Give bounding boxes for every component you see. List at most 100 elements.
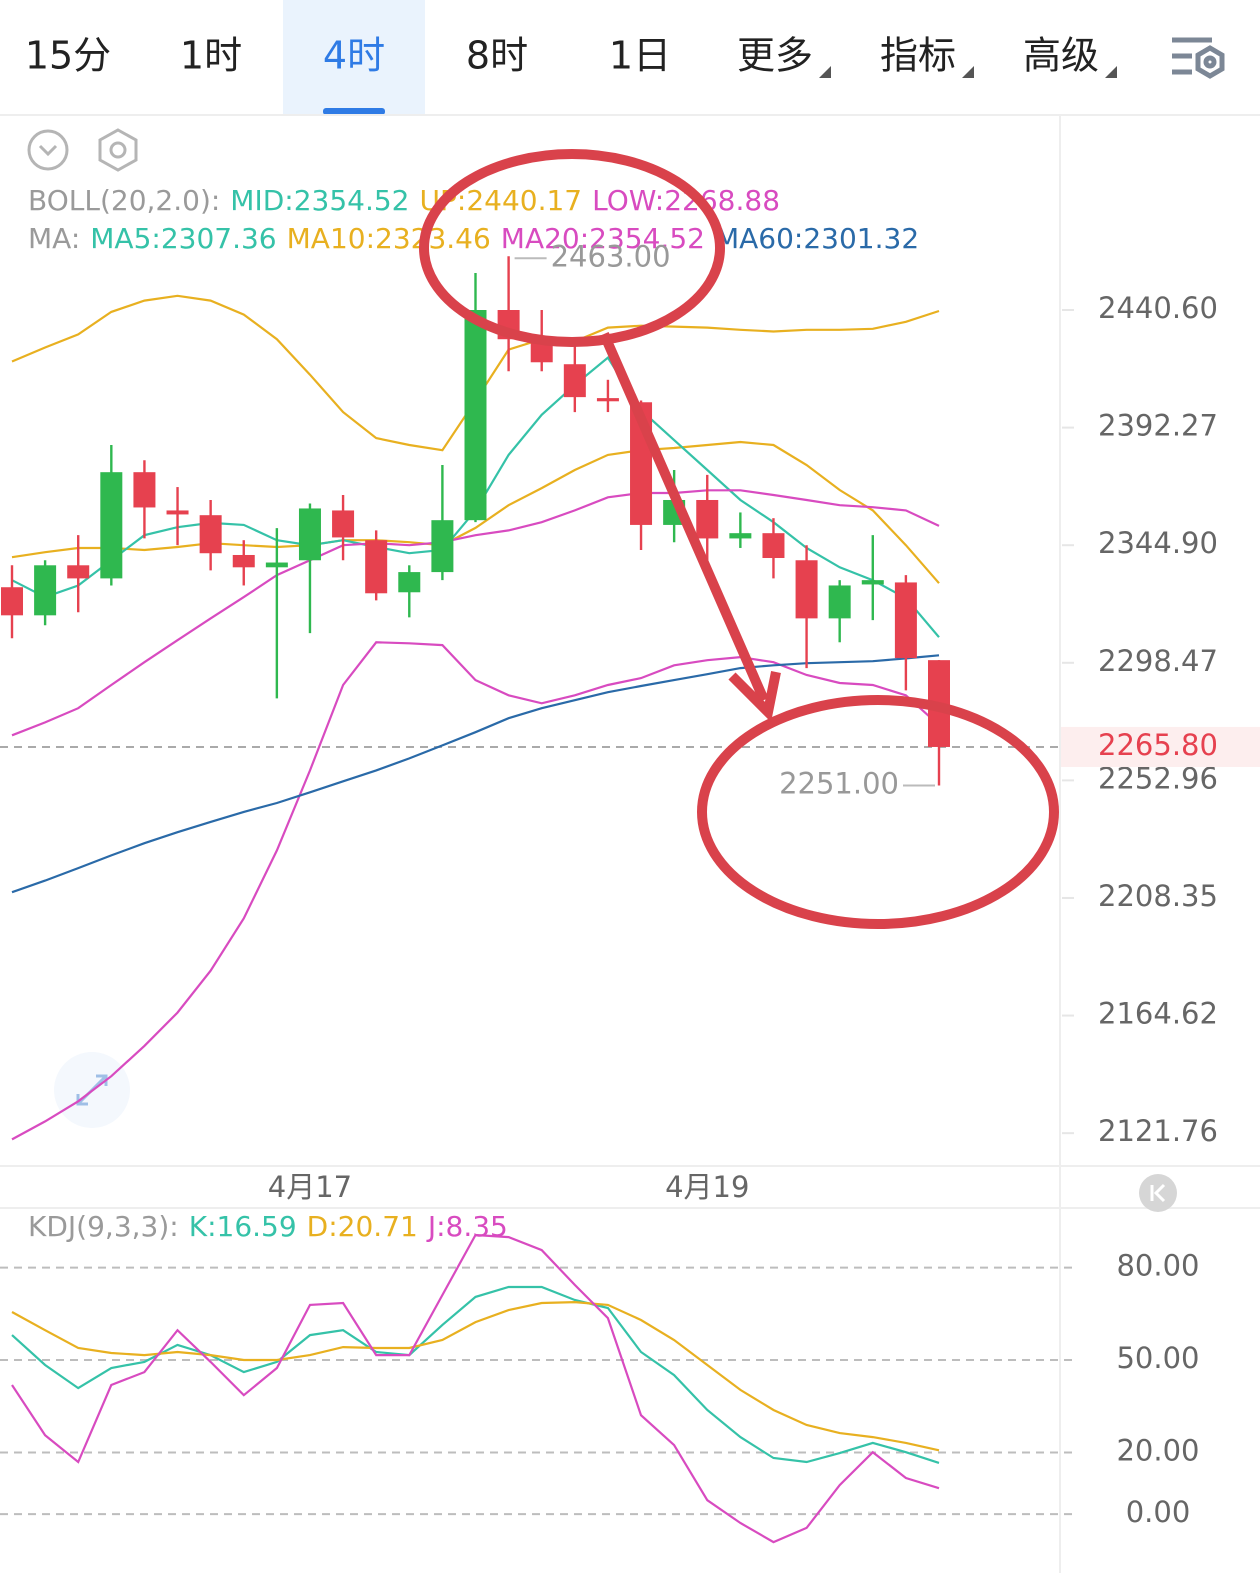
indicator-line bbox=[11, 489, 940, 737]
arrow-shaft bbox=[599, 331, 769, 703]
tab-label: 4时 bbox=[323, 34, 385, 78]
candle-body bbox=[828, 585, 851, 619]
legend-item: D:20.71 bbox=[307, 1210, 418, 1243]
y-tick-label: 2208.35 bbox=[1098, 879, 1218, 913]
tab-label: 1时 bbox=[180, 34, 242, 78]
icon-chevron bbox=[38, 144, 58, 157]
icon-circle bbox=[27, 129, 69, 171]
collapse-icon[interactable] bbox=[27, 129, 69, 171]
indicator-line bbox=[11, 1285, 940, 1464]
legend-item: MA: bbox=[28, 222, 80, 255]
candle-body bbox=[100, 472, 123, 579]
candle-body bbox=[894, 582, 917, 659]
candle-body bbox=[133, 472, 156, 508]
candle-body bbox=[166, 510, 189, 515]
low-label: 2251.00 bbox=[779, 766, 899, 800]
candle-body bbox=[265, 562, 288, 568]
candle-body bbox=[464, 310, 487, 521]
icon-hex bbox=[98, 128, 138, 172]
legend-item: MA60:2301.32 bbox=[715, 222, 919, 255]
icon-dot bbox=[1203, 55, 1217, 69]
legend-item: MA10:2323.46 bbox=[287, 222, 491, 255]
settings-icon[interactable] bbox=[1172, 37, 1225, 79]
tab-label: 更多 bbox=[737, 34, 813, 78]
legend-item: MA20:2354.52 bbox=[501, 222, 705, 255]
y-tick-label: 2252.96 bbox=[1098, 761, 1218, 795]
candle-body bbox=[298, 508, 321, 561]
y-tick-label: 2164.62 bbox=[1098, 997, 1218, 1031]
candle-body bbox=[563, 364, 586, 398]
candle-body bbox=[596, 398, 619, 402]
circle-annotation bbox=[697, 695, 1059, 929]
candle-body bbox=[67, 565, 90, 579]
legend-item: K:16.59 bbox=[189, 1210, 297, 1243]
y-tick-label: 2392.27 bbox=[1098, 409, 1218, 443]
tab-label: 8时 bbox=[466, 34, 528, 78]
legend-item: MA5:2307.36 bbox=[90, 222, 276, 255]
legend-item: MID:2354.52 bbox=[230, 184, 409, 217]
price-panel: BOLL(20,2.0): MID:2354.52 UP:2440.17 LOW:22… bbox=[0, 184, 1260, 1204]
indicator-line bbox=[11, 1233, 940, 1544]
indicator-legend: BOLL(20,2.0): MID:2354.52 UP:2440.17 LOW:22… bbox=[28, 184, 780, 217]
tab-label: 1日 bbox=[609, 34, 671, 78]
tab[interactable]: 1时 bbox=[180, 34, 242, 78]
candle-body bbox=[199, 515, 222, 554]
arrow-head bbox=[728, 671, 781, 723]
indicator-line bbox=[11, 641, 940, 1141]
tab-underline bbox=[323, 108, 385, 115]
x-tick-label: 4月17 bbox=[268, 1170, 352, 1204]
last-price-bg bbox=[1061, 726, 1260, 767]
candle-body bbox=[365, 540, 388, 594]
tab-highlight bbox=[283, 0, 425, 115]
hand-annotations bbox=[419, 149, 1059, 929]
high-label: 2463.00 bbox=[551, 239, 671, 273]
x-tick-label: 4月19 bbox=[665, 1170, 749, 1204]
candle-body bbox=[398, 572, 421, 593]
y-tick-label: 0.00 bbox=[1126, 1495, 1191, 1529]
tab[interactable]: 8时 bbox=[466, 34, 528, 78]
y-tick-label: 2298.47 bbox=[1098, 644, 1218, 678]
candle-body bbox=[861, 580, 884, 585]
y-tick-label: 2440.60 bbox=[1098, 291, 1218, 325]
dropdown-triangle bbox=[962, 66, 974, 78]
candle-body bbox=[729, 533, 752, 539]
indicator-legend: KDJ(9,3,3): K:16.59 D:20.71 J:8.35 bbox=[28, 1210, 508, 1243]
candle-body bbox=[696, 499, 719, 539]
candle-body bbox=[762, 533, 785, 559]
candle-body bbox=[34, 565, 57, 616]
tab-bar: 15分 1时 4时 8时 1日 更多 指标 高级 bbox=[25, 0, 1117, 115]
icon-hex bbox=[1195, 45, 1225, 79]
tab[interactable]: 高级 bbox=[1023, 34, 1117, 79]
indicator-settings-icon[interactable] bbox=[98, 128, 138, 172]
tab-label: 15分 bbox=[25, 34, 111, 78]
tab-label: 指标 bbox=[880, 34, 956, 78]
scroll-end-button[interactable] bbox=[1139, 1174, 1177, 1212]
tab[interactable]: 1日 bbox=[609, 34, 671, 78]
y-tick-label: 2344.90 bbox=[1098, 526, 1218, 560]
circle-annotation bbox=[419, 149, 725, 347]
candle-body bbox=[795, 560, 818, 619]
legend-item: J:8.35 bbox=[426, 1210, 508, 1243]
indicator-line bbox=[11, 440, 940, 584]
tab[interactable]: 更多 bbox=[737, 34, 831, 79]
legend-item: BOLL(20,2.0): bbox=[28, 184, 220, 217]
indicator-line bbox=[11, 1300, 940, 1452]
y-tick-label: 50.00 bbox=[1116, 1341, 1199, 1375]
last-price-label: 2265.80 bbox=[1098, 728, 1218, 762]
indicator-line bbox=[11, 654, 940, 894]
indicator-legend: MA: MA5:2307.36 MA10:2323.46 MA20:2354.52 MA… bbox=[28, 222, 919, 255]
dropdown-triangle bbox=[819, 66, 831, 78]
candle-body bbox=[332, 510, 355, 538]
tab[interactable]: 4时 bbox=[283, 0, 425, 115]
dropdown-triangle bbox=[1105, 66, 1117, 78]
icon-dot bbox=[109, 141, 127, 159]
tab[interactable]: 指标 bbox=[880, 34, 974, 79]
button-glyph bbox=[1150, 1183, 1166, 1203]
y-tick-label: 20.00 bbox=[1116, 1433, 1199, 1467]
candle-body bbox=[431, 520, 454, 573]
candle-body bbox=[232, 554, 255, 568]
y-tick-label: 80.00 bbox=[1116, 1249, 1199, 1283]
legend-item: KDJ(9,3,3): bbox=[28, 1210, 179, 1243]
tab[interactable]: 15分 bbox=[25, 34, 111, 78]
